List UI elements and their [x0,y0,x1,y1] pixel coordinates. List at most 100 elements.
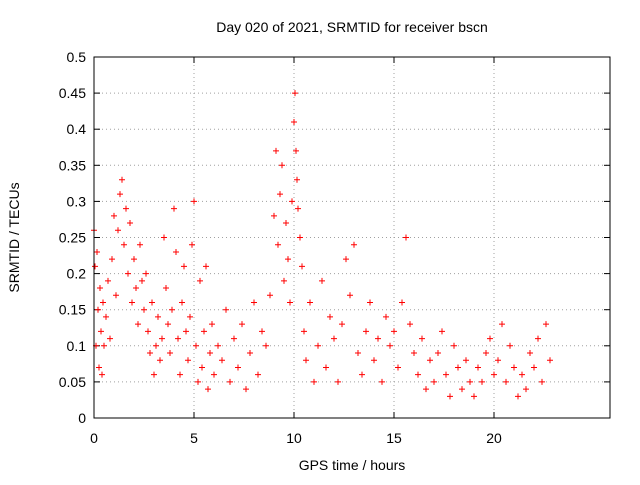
x-tick-label: 20 [486,430,502,446]
data-point [463,357,469,364]
data-point [119,176,125,183]
data-point [411,350,417,357]
data-point [293,147,299,154]
data-point [179,299,185,306]
data-point [371,357,377,364]
data-point [403,234,409,241]
data-point [535,335,541,342]
data-point [479,378,485,385]
data-point [171,205,177,212]
data-point [295,205,301,212]
data-point [273,147,279,154]
data-point [339,321,345,328]
data-point [279,162,285,169]
data-point [159,335,165,342]
data-point [155,313,161,320]
data-point [292,90,298,97]
data-point [519,371,525,378]
data-point [507,342,513,349]
data-point [387,342,393,349]
y-tick-label: 0.25 [59,230,86,246]
data-point [113,292,119,299]
data-point [287,299,293,306]
data-point [107,335,113,342]
data-point [303,357,309,364]
data-point [335,378,341,385]
data-point [161,234,167,241]
y-tick-label: 0 [78,410,86,426]
data-point [297,234,303,241]
data-point [151,371,157,378]
data-point [435,350,441,357]
data-point [419,335,425,342]
y-tick-label: 0.3 [67,193,87,209]
data-point [471,393,477,400]
data-point [243,386,249,393]
data-point [215,342,221,349]
data-point [183,328,189,335]
data-point [117,191,123,198]
data-point [527,350,533,357]
data-point [137,241,143,248]
data-point [175,335,181,342]
data-point [103,313,109,320]
data-point [239,321,245,328]
data-point [399,299,405,306]
data-point [165,321,171,328]
data-point [131,256,137,263]
data-point [139,277,145,284]
y-tick-label: 0.4 [67,121,87,137]
data-point [515,393,521,400]
data-point [275,241,281,248]
data-point [375,335,381,342]
data-point [301,328,307,335]
data-point [100,299,106,306]
data-point [149,299,155,306]
data-point [491,371,497,378]
data-point [359,371,365,378]
data-point [163,285,169,292]
data-point [201,328,207,335]
data-point [227,378,233,385]
data-point [427,357,433,364]
data-point [363,328,369,335]
data-point [211,371,217,378]
x-tick-label: 0 [90,430,98,446]
data-point [523,386,529,393]
data-point [294,176,300,183]
data-point [169,306,175,313]
data-point [285,256,291,263]
y-tick-label: 0.15 [59,302,86,318]
x-axis-label: GPS time / hours [299,457,406,473]
data-point [451,342,457,349]
data-point [487,335,493,342]
data-point [319,277,325,284]
data-point [167,350,173,357]
data-point [129,299,135,306]
data-point [311,378,317,385]
data-point [383,313,389,320]
data-point [307,299,313,306]
data-point [423,386,429,393]
data-point [157,357,163,364]
data-point [203,263,209,270]
data-point [143,270,149,277]
data-point [347,292,353,299]
data-point [367,299,373,306]
data-point [223,306,229,313]
data-point [255,371,261,378]
data-point [343,256,349,263]
data-point [467,378,473,385]
data-point [125,270,131,277]
data-point [251,299,257,306]
data-point [379,378,385,385]
data-point [181,263,187,270]
data-point [189,241,195,248]
data-point [455,364,461,371]
data-point [531,364,537,371]
data-point [543,321,549,328]
data-point [123,205,129,212]
data-point [283,220,289,227]
data-point [281,277,287,284]
